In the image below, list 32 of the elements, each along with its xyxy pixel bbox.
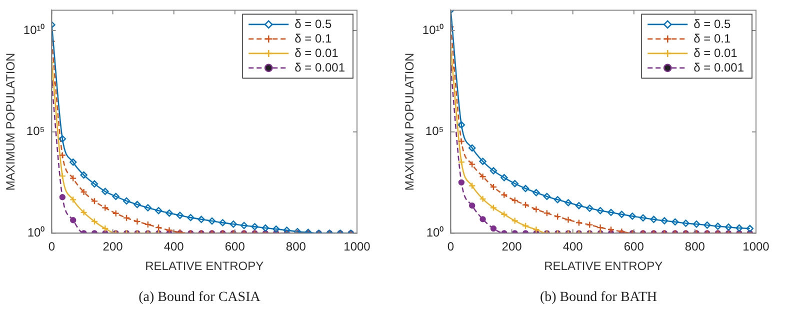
x-tick-label: 800 xyxy=(286,240,306,254)
x-tick-label: 400 xyxy=(164,240,184,254)
y-axis-title: MAXIMUM POPULATION xyxy=(4,52,18,191)
legend-label: δ = 0.5 xyxy=(694,16,731,31)
legend-label: δ = 0.1 xyxy=(694,31,731,46)
x-tick-label: 200 xyxy=(102,240,124,254)
x-tick-label: 400 xyxy=(562,240,584,254)
x-tick-label: 1000 xyxy=(742,240,770,254)
y-tick-label: 10¹⁰ xyxy=(422,22,444,37)
legend-label: δ = 0.1 xyxy=(294,31,332,46)
x-tick-label: 0 xyxy=(48,240,56,254)
legend-label: δ = 0.001 xyxy=(694,60,744,74)
legend-label: δ = 0.01 xyxy=(294,46,339,60)
x-tick-label: 600 xyxy=(224,240,246,254)
text: (b) Bound for BATH xyxy=(538,290,658,306)
legend-label: δ = 0.001 xyxy=(294,60,346,74)
x-axis-title: RELATIVE ENTROPY xyxy=(544,259,663,274)
legend-label: δ = 0.5 xyxy=(294,16,332,31)
legend-label: δ = 0.01 xyxy=(694,46,738,60)
y-tick-label: 10⁰ xyxy=(426,226,444,240)
x-tick-label: 1000 xyxy=(344,240,371,254)
y-axis-title: MAXIMUM POPULATION xyxy=(402,52,417,191)
x-tick-label: 200 xyxy=(502,240,522,254)
x-axis-title: RELATIVE ENTROPY xyxy=(145,259,264,274)
y-tick-label: 10⁰ xyxy=(27,226,45,240)
y-tick-label: 10⁵ xyxy=(26,124,45,138)
x-tick-label: 800 xyxy=(684,240,706,254)
text: (a) Bound for CASIA xyxy=(138,290,262,306)
x-tick-label: 0 xyxy=(447,240,454,254)
y-tick-label: 10⁵ xyxy=(425,124,444,138)
y-tick-label: 10¹⁰ xyxy=(23,22,45,37)
x-tick-label: 600 xyxy=(624,240,644,254)
